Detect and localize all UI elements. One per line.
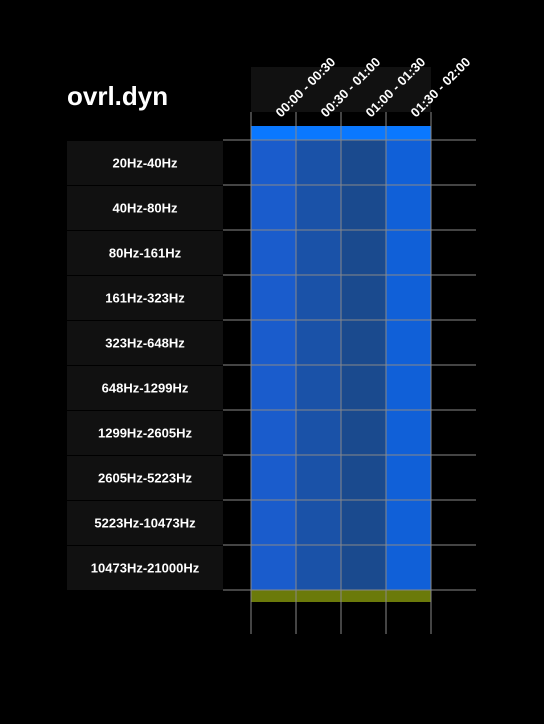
row-label-box	[67, 366, 223, 410]
heatmap-cell	[251, 545, 296, 590]
heatmap-cell	[296, 140, 341, 185]
heatmap-cells	[251, 140, 431, 590]
heatmap-cell	[341, 140, 386, 185]
heatmap-cell	[251, 275, 296, 320]
heatmap-cell	[341, 500, 386, 545]
row-label: 40Hz-80Hz	[112, 201, 178, 216]
chart-title: ovrl.dyn	[67, 81, 168, 111]
heatmap-cell	[386, 185, 431, 230]
heatmap-cell	[296, 275, 341, 320]
heatmap-cell	[251, 140, 296, 185]
row-label: 648Hz-1299Hz	[102, 381, 189, 396]
heatmap-cell	[251, 500, 296, 545]
row-label: 1299Hz-2605Hz	[98, 426, 192, 441]
row-label: 80Hz-161Hz	[109, 246, 182, 261]
row-label-box	[67, 456, 223, 500]
row-label-box	[67, 141, 223, 185]
heatmap-cell	[386, 140, 431, 185]
heatmap-cell	[386, 545, 431, 590]
row-label-box	[67, 501, 223, 545]
heatmap-cell	[296, 455, 341, 500]
row-label: 323Hz-648Hz	[105, 336, 185, 351]
heatmap-cell	[341, 365, 386, 410]
heatmap-cell	[296, 545, 341, 590]
heatmap-cell	[341, 230, 386, 275]
column-header-box	[251, 67, 431, 112]
heatmap-cell	[251, 320, 296, 365]
heatmap-cell	[341, 545, 386, 590]
heatmap-cell	[296, 230, 341, 275]
heatmap-cell	[386, 500, 431, 545]
row-label-box	[67, 276, 223, 320]
heatmap-cell	[296, 365, 341, 410]
heatmap-cell	[386, 455, 431, 500]
heatmap-cell	[341, 455, 386, 500]
row-label-box	[67, 186, 223, 230]
heatmap-cell	[251, 185, 296, 230]
row-label-box	[67, 321, 223, 365]
heatmap-cell	[341, 410, 386, 455]
heatmap-cell	[386, 275, 431, 320]
heatmap-cell	[341, 320, 386, 365]
heatmap-cell	[341, 185, 386, 230]
row-label-background	[67, 141, 223, 590]
heatmap-cell	[251, 230, 296, 275]
grid-lines	[223, 112, 476, 634]
heatmap-cell	[386, 410, 431, 455]
row-label: 20Hz-40Hz	[112, 156, 178, 171]
heatmap-cell	[341, 275, 386, 320]
heatmap-cell	[386, 230, 431, 275]
row-label: 5223Hz-10473Hz	[94, 516, 196, 531]
heatmap-cell	[251, 365, 296, 410]
row-labels: 20Hz-40Hz 40Hz-80Hz 80Hz-161Hz 161Hz-323Hz 3…	[91, 156, 200, 576]
heatmap-cell	[296, 320, 341, 365]
heatmap-cell	[296, 410, 341, 455]
heatmap-cell	[251, 455, 296, 500]
heatmap-cell	[296, 500, 341, 545]
row-label-box	[67, 411, 223, 455]
row-label: 161Hz-323Hz	[105, 291, 185, 306]
row-label: 10473Hz-21000Hz	[91, 561, 200, 576]
row-label: 2605Hz-5223Hz	[98, 471, 192, 486]
heatmap-cell	[296, 185, 341, 230]
row-label-box	[67, 231, 223, 275]
heatmap-cell	[251, 410, 296, 455]
column-header-background	[251, 67, 431, 112]
row-label-box	[67, 546, 223, 590]
heatmap-cell	[386, 365, 431, 410]
heatmap-cell	[386, 320, 431, 365]
